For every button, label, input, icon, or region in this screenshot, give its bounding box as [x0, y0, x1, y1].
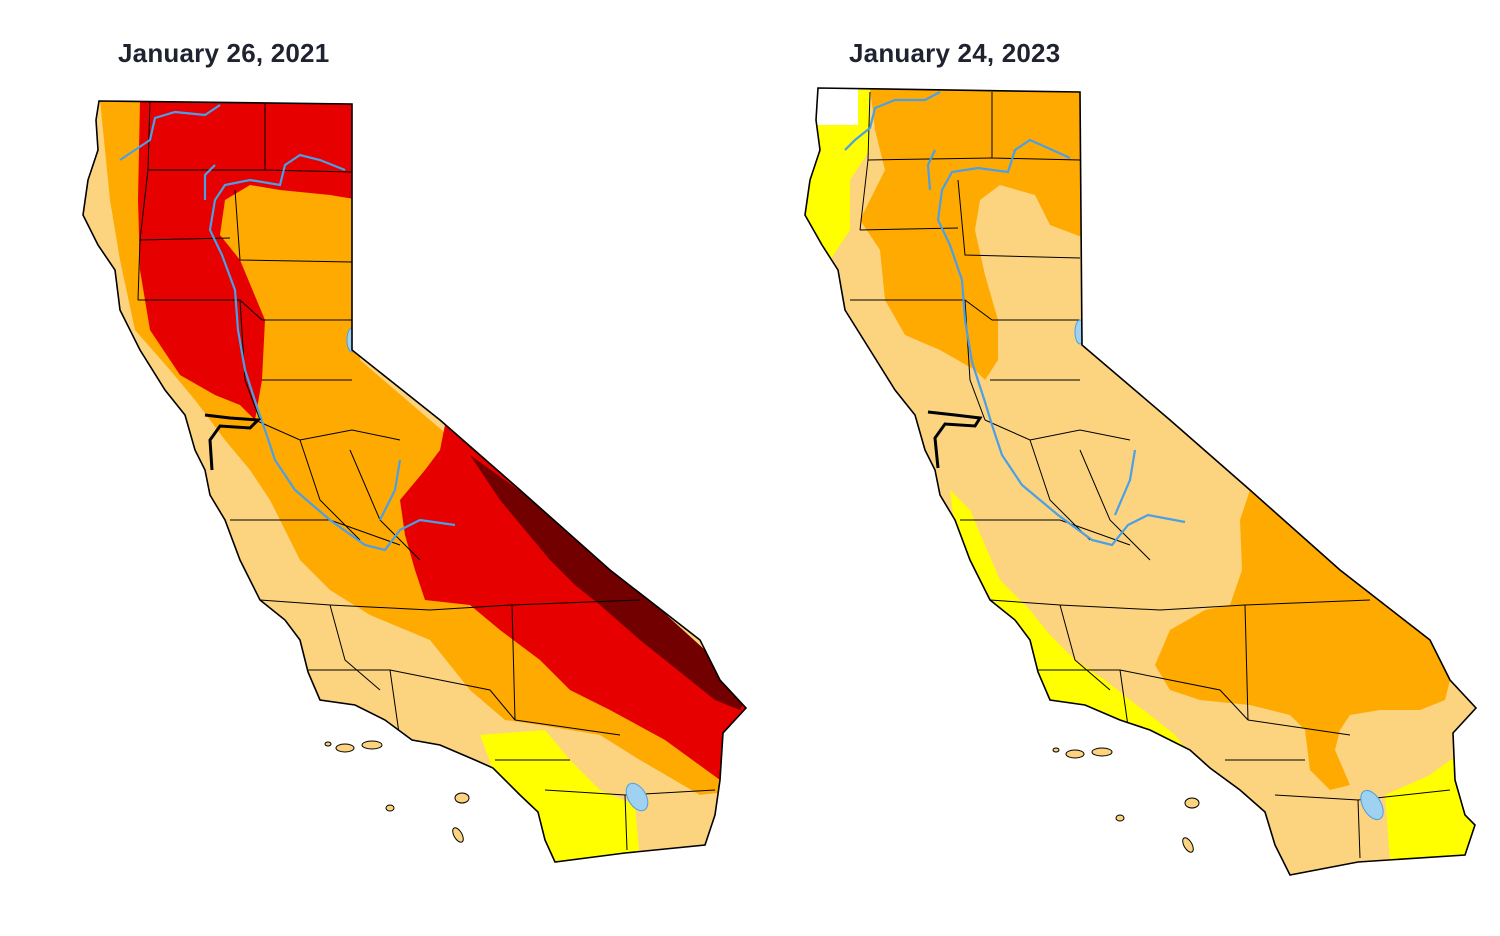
d0-abnormally-dry-area — [480, 730, 640, 862]
map-title-2021: January 26, 2021 — [118, 38, 330, 68]
rivers — [119, 104, 456, 552]
d3-extreme-area — [400, 425, 745, 790]
sf-bay — [927, 410, 983, 469]
salton-sea — [1360, 789, 1384, 821]
map-title-2023: January 24, 2023 — [849, 38, 1061, 68]
channel-islands — [324, 740, 470, 843]
no-drought-area — [805, 88, 858, 125]
d2-severe-area — [860, 88, 1090, 380]
channel-islands — [1052, 747, 1200, 853]
county-lines — [137, 101, 716, 851]
salton-sea — [625, 782, 649, 812]
d4-exceptional-area — [470, 455, 745, 710]
county-lines — [850, 91, 1451, 859]
lake-tahoe — [1074, 319, 1086, 345]
d0-abnormally-dry-area — [1385, 760, 1475, 860]
drought-map-2021 — [82, 100, 748, 863]
california-outline — [82, 100, 748, 863]
d2-severe-area — [1155, 490, 1450, 790]
california-outline — [804, 87, 1478, 876]
drought-map-2023 — [804, 87, 1478, 876]
rivers — [844, 91, 1186, 547]
d3-extreme-area — [138, 101, 360, 420]
sf-bay — [204, 413, 262, 471]
